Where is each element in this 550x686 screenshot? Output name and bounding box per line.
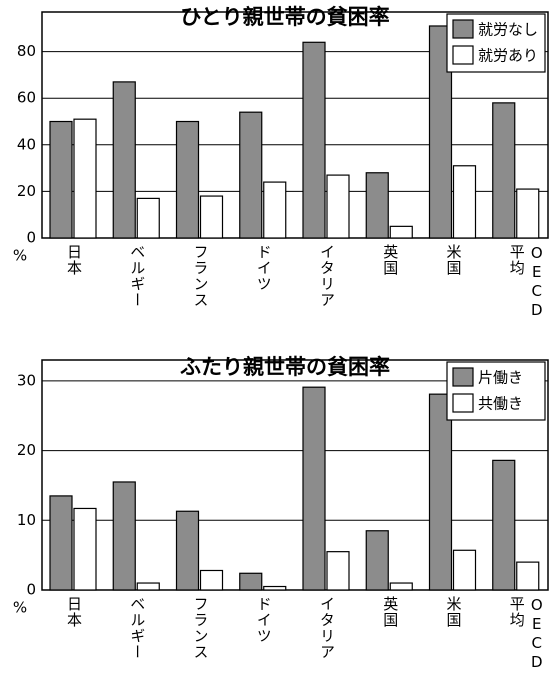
y-tick-label: 10 xyxy=(17,511,36,529)
legend-label: 就労なし xyxy=(478,21,538,39)
x-tick-label: 日本 xyxy=(65,244,83,276)
x-tick-label: フランス xyxy=(191,244,210,308)
bar xyxy=(365,172,389,239)
y-unit: % xyxy=(13,599,27,617)
bar xyxy=(136,582,160,591)
bar xyxy=(239,111,263,239)
bar xyxy=(112,81,136,239)
bar xyxy=(516,188,540,239)
y-tick-label: 80 xyxy=(17,42,36,60)
x-tick-label: 英国 xyxy=(381,596,400,628)
legend-swatch xyxy=(452,19,474,39)
bar xyxy=(263,585,287,591)
x-tick-label: ベルギー xyxy=(128,244,147,308)
x-tick-label: 米国 xyxy=(444,596,463,628)
y-tick-label: 60 xyxy=(17,89,36,107)
bar xyxy=(302,386,326,591)
legend-swatch xyxy=(452,393,474,413)
plot-frame xyxy=(41,11,549,239)
legend-swatch xyxy=(452,367,474,387)
bar xyxy=(326,551,350,591)
x-tick-label: 米国 xyxy=(444,244,463,276)
y-tick-label: 0 xyxy=(26,229,36,247)
x-tick-label: 日本 xyxy=(65,596,83,628)
x-tick-label: ドイツ xyxy=(254,244,273,292)
bar xyxy=(175,120,200,239)
x-tick-label: 平均 OECD xyxy=(507,596,546,672)
x-tick-label: フランス xyxy=(191,596,210,660)
bar xyxy=(239,572,263,591)
bar xyxy=(73,118,97,239)
bar xyxy=(112,481,136,591)
x-tick-label: 平均 OECD xyxy=(507,244,546,320)
x-tick-label: ベルギー xyxy=(128,596,147,660)
x-tick-label: イタリア xyxy=(318,244,336,308)
bar xyxy=(302,41,326,239)
y-tick-label: 20 xyxy=(17,441,36,459)
bar xyxy=(199,569,224,591)
bar xyxy=(263,181,287,239)
bar xyxy=(516,561,540,591)
bar xyxy=(428,25,453,239)
y-unit: % xyxy=(13,247,27,265)
plot-frame xyxy=(41,359,549,591)
bar xyxy=(428,393,453,591)
bar xyxy=(452,549,477,591)
bar xyxy=(389,225,413,239)
bar xyxy=(175,510,200,591)
chart-title: ふたり親世帯の貧困率 xyxy=(180,355,390,379)
x-tick-label: 英国 xyxy=(381,244,400,276)
bar xyxy=(73,507,97,591)
legend-label: 就労あり xyxy=(478,47,538,65)
bar xyxy=(492,102,516,239)
bar xyxy=(199,195,224,239)
legend-label: 共働き xyxy=(478,395,523,413)
legend-swatch xyxy=(452,45,474,65)
bar xyxy=(49,495,73,591)
bar xyxy=(389,582,413,591)
y-tick-label: 20 xyxy=(17,182,36,200)
x-tick-label: イタリア xyxy=(318,596,336,660)
legend-label: 片働き xyxy=(478,369,523,387)
y-tick-label: 30 xyxy=(17,371,36,389)
bar xyxy=(492,459,516,591)
bar xyxy=(136,197,160,239)
bar xyxy=(49,120,73,239)
bar xyxy=(452,165,477,239)
bar xyxy=(365,530,389,591)
x-tick-label: ドイツ xyxy=(254,596,273,644)
chart-title: ひとり親世帯の貧困率 xyxy=(180,5,389,29)
bar xyxy=(326,174,350,239)
y-tick-label: 40 xyxy=(17,135,36,153)
y-tick-label: 0 xyxy=(26,581,36,599)
